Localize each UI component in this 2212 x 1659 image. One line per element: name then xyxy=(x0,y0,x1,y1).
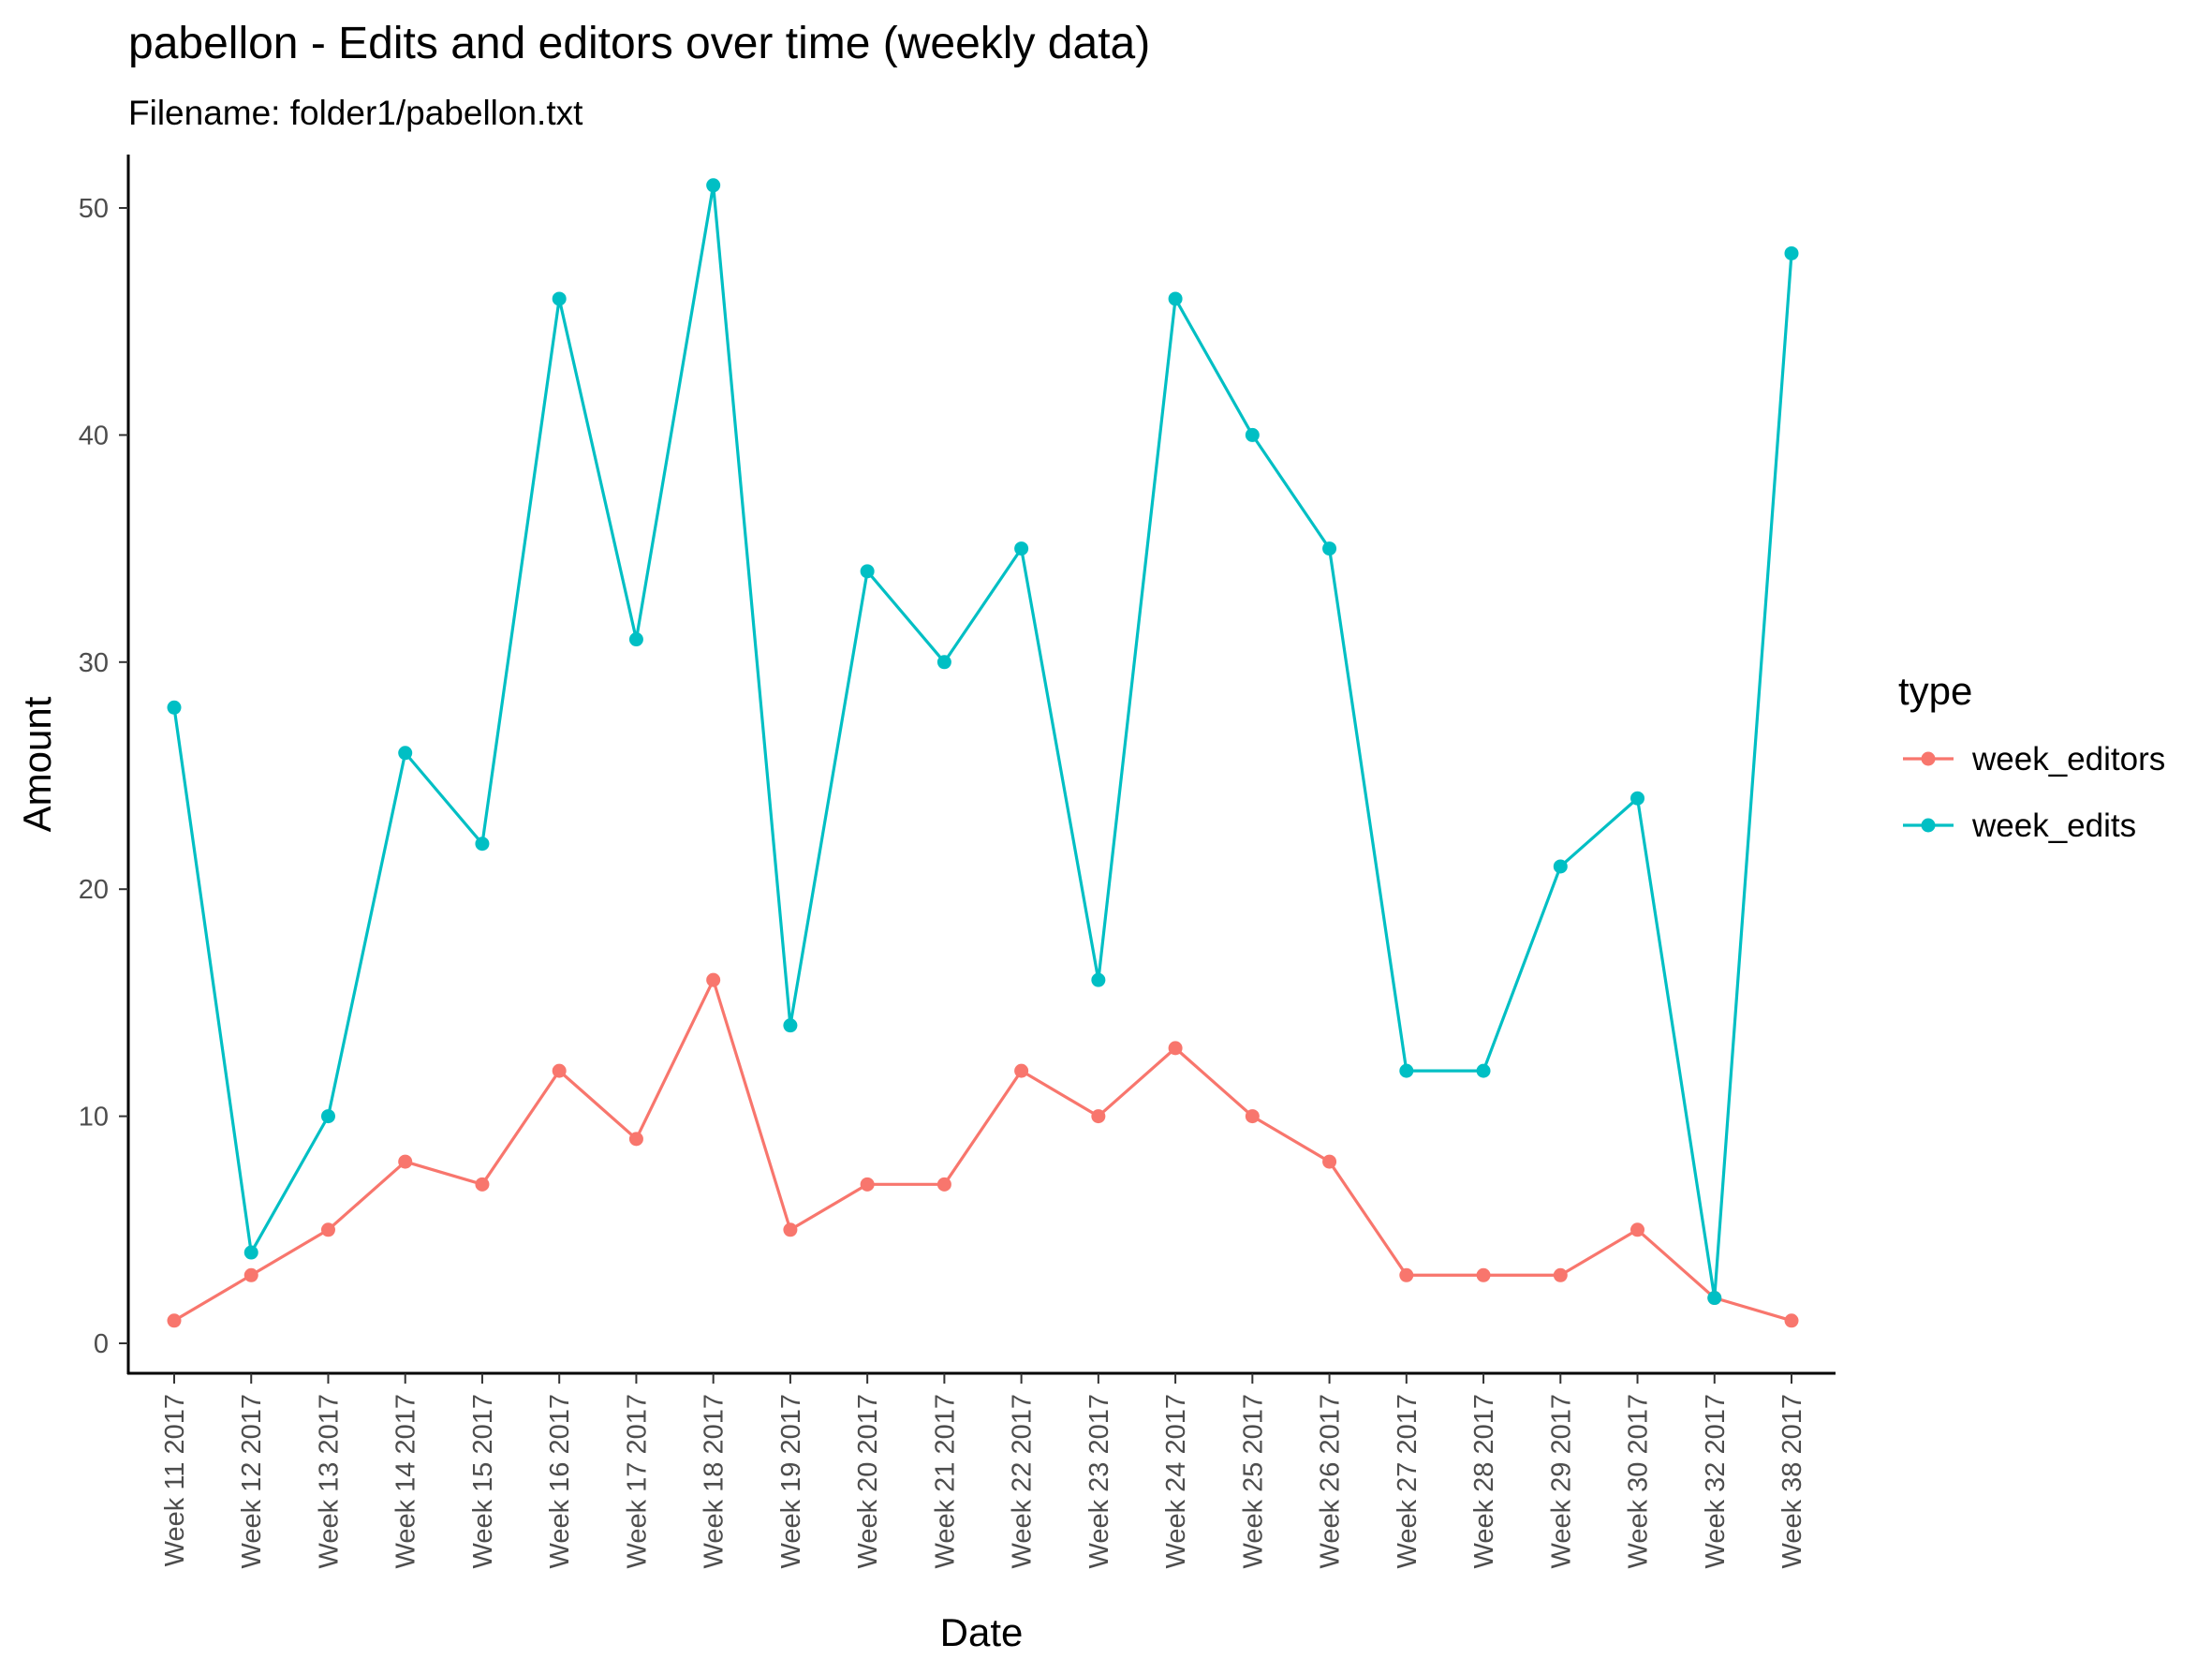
data-point-week_editors xyxy=(320,1222,335,1237)
x-tick-label: Week 26 2017 xyxy=(1316,1394,1346,1569)
data-point-week_edits xyxy=(475,837,490,852)
data-point-week_edits xyxy=(1707,1291,1722,1306)
data-point-week_editors xyxy=(167,1313,182,1328)
data-point-week_editors xyxy=(1630,1222,1645,1237)
x-tick-label: Week 21 2017 xyxy=(930,1394,960,1569)
x-tick-label: Week 13 2017 xyxy=(314,1394,344,1569)
x-ticks: Week 11 2017 Week 12 2017 Week 13 2017 Week… xyxy=(160,1373,1807,1569)
x-tick-label: Week 32 2017 xyxy=(1701,1394,1731,1569)
x-tick-label: Week 30 2017 xyxy=(1624,1394,1654,1569)
data-point-week_edits xyxy=(167,700,182,715)
data-point-week_edits xyxy=(1322,541,1337,556)
data-point-week_editors xyxy=(1245,1109,1260,1124)
data-point-week_editors xyxy=(1091,1109,1106,1124)
chart-title: pabellon - Edits and editors over time (… xyxy=(128,19,1150,68)
data-point-week_edits xyxy=(860,564,875,579)
data-point-week_edits xyxy=(1476,1063,1491,1078)
x-tick-label: Week 24 2017 xyxy=(1161,1394,1191,1569)
data-point-week_edits xyxy=(320,1109,335,1124)
data-point-week_editors xyxy=(243,1267,258,1282)
y-tick-label: 40 xyxy=(79,421,109,451)
data-point-week_edits xyxy=(1553,859,1568,874)
data-point-week_editors xyxy=(1322,1154,1337,1169)
data-point-week_edits xyxy=(1784,245,1799,260)
x-tick-label: Week 20 2017 xyxy=(853,1394,883,1569)
data-point-week_editors xyxy=(860,1177,875,1192)
y-axis-title: Amount xyxy=(15,696,59,832)
data-point-week_editors xyxy=(1476,1267,1491,1282)
data-point-week_editors xyxy=(1014,1063,1029,1078)
x-tick-label: Week 16 2017 xyxy=(545,1394,575,1569)
data-point-week_editors xyxy=(552,1063,567,1078)
series-lines xyxy=(172,184,1793,1323)
data-point-week_editors xyxy=(1784,1313,1799,1328)
legend-title: type xyxy=(1898,669,1972,713)
data-point-week_edits xyxy=(1168,291,1183,306)
x-tick-label: Week 15 2017 xyxy=(468,1394,498,1569)
x-tick-label: Week 12 2017 xyxy=(237,1394,267,1569)
y-tick-label: 0 xyxy=(94,1329,109,1359)
legend-label: week_editors xyxy=(1971,741,2165,778)
x-tick-label: Week 23 2017 xyxy=(1084,1394,1114,1569)
data-point-week_edits xyxy=(1014,541,1029,556)
legend-key-point xyxy=(1921,751,1936,766)
data-point-week_editors xyxy=(936,1177,951,1192)
data-point-week_edits xyxy=(552,291,567,306)
legend-items: week_editors week_edits xyxy=(1903,741,2165,844)
data-point-week_edits xyxy=(783,1018,798,1033)
data-point-week_editors xyxy=(1399,1267,1414,1282)
x-tick-label: Week 14 2017 xyxy=(391,1394,421,1569)
data-point-week_edits xyxy=(1399,1063,1414,1078)
data-point-week_edits xyxy=(1091,972,1106,987)
y-tick-label: 20 xyxy=(79,875,109,905)
x-tick-label: Week 18 2017 xyxy=(700,1394,730,1569)
data-point-week_editors xyxy=(475,1177,490,1192)
chart-subtitle: Filename: folder1/pabellon.txt xyxy=(128,94,583,132)
x-axis-title: Date xyxy=(940,1610,1024,1654)
y-tick-label: 30 xyxy=(79,648,109,678)
data-point-week_edits xyxy=(936,655,951,670)
series-points xyxy=(167,178,1799,1328)
data-point-week_edits xyxy=(243,1245,258,1260)
y-tick-label: 50 xyxy=(79,194,109,224)
series-line-week_editors xyxy=(173,978,1792,1323)
data-point-week_edits xyxy=(398,746,413,761)
data-point-week_editors xyxy=(706,972,721,987)
data-point-week_editors xyxy=(628,1132,643,1147)
data-point-week_edits xyxy=(1630,791,1645,806)
data-point-week_edits xyxy=(1245,427,1260,442)
data-point-week_editors xyxy=(783,1222,798,1237)
x-tick-label: Week 29 2017 xyxy=(1546,1394,1576,1569)
legend: type week_editors week_edits xyxy=(1898,669,2165,844)
x-tick-label: Week 28 2017 xyxy=(1469,1394,1499,1569)
data-point-week_edits xyxy=(628,632,643,647)
x-tick-label: Week 38 2017 xyxy=(1777,1394,1807,1569)
x-tick-label: Week 22 2017 xyxy=(1008,1394,1038,1569)
x-tick-label: Week 25 2017 xyxy=(1238,1394,1268,1569)
legend-key-point xyxy=(1921,818,1936,833)
x-tick-label: Week 17 2017 xyxy=(622,1394,652,1569)
series-line-week_edits xyxy=(172,184,1793,1300)
y-tick-label: 10 xyxy=(79,1103,109,1133)
x-tick-label: Week 19 2017 xyxy=(776,1394,806,1569)
data-point-week_editors xyxy=(1168,1041,1183,1056)
data-point-week_editors xyxy=(398,1154,413,1169)
y-ticks: 0 10 20 30 40 50 xyxy=(79,194,128,1359)
legend-label: week_edits xyxy=(1971,807,2136,844)
x-tick-label: Week 27 2017 xyxy=(1393,1394,1423,1569)
data-point-week_edits xyxy=(706,178,721,193)
data-point-week_editors xyxy=(1553,1267,1568,1282)
x-tick-label: Week 11 2017 xyxy=(160,1394,190,1566)
